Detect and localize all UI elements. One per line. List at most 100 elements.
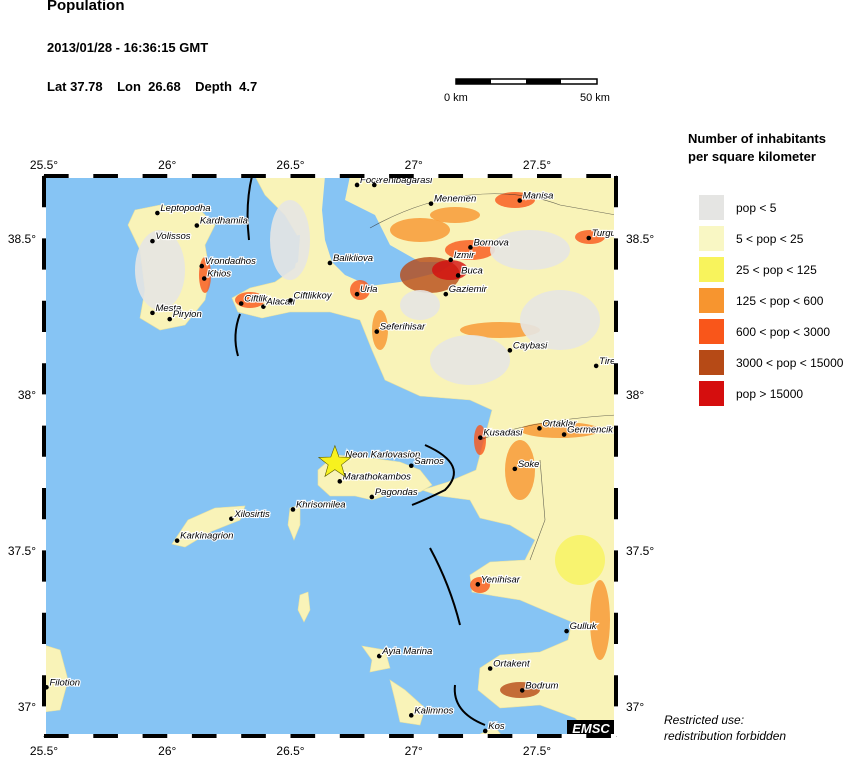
borders <box>369 193 616 561</box>
samos-island <box>317 454 433 501</box>
city-label: Ciftlikkoy <box>294 290 333 301</box>
lon-tick-top: 27.5° <box>523 158 551 172</box>
city-label: Kusadasi <box>483 428 523 439</box>
city-dot <box>238 301 244 306</box>
lon-tick-top: 26° <box>158 158 176 172</box>
legend-swatch <box>699 288 724 313</box>
city-label: Kardhamila <box>200 216 248 227</box>
city-dot <box>167 316 173 322</box>
city-label: Leptopodha <box>160 203 210 214</box>
density-patch <box>430 207 480 223</box>
legend-swatch <box>699 319 724 344</box>
city-dot <box>337 479 343 484</box>
density-patch <box>460 322 540 338</box>
lon-tick-bottom: 25.5° <box>30 744 58 758</box>
legend-label: pop < 5 <box>736 200 777 215</box>
legend-label: 600 < pop < 3000 <box>736 324 831 339</box>
lat-tick-left: 37° <box>18 700 36 714</box>
city-dot <box>174 538 180 543</box>
city-label: Yenihisar <box>481 574 521 585</box>
city-label: Menemen <box>434 194 476 205</box>
lon-tick-bottom: 27° <box>405 744 423 758</box>
city-dot <box>561 432 567 437</box>
city-dot <box>455 273 461 278</box>
city-dot <box>448 257 454 263</box>
lon-tick-top: 25.5° <box>30 158 58 172</box>
lat-tick-right: 38° <box>626 388 644 402</box>
population-density-patches <box>135 192 610 698</box>
legend-item: 600 < pop < 3000 <box>699 319 830 344</box>
city-dot <box>155 210 160 216</box>
scale-bar <box>455 78 598 85</box>
epicenter-star-icon[interactable] <box>317 444 352 478</box>
city-label: Germencik <box>567 425 614 436</box>
city-label: Xilosirtis <box>233 509 270 520</box>
density-patch <box>555 535 605 585</box>
density-patch <box>505 440 535 500</box>
city-dot <box>150 310 155 316</box>
gulf-of-izmir <box>322 176 455 286</box>
turkey-mainland <box>231 176 616 736</box>
kalymnos-island <box>389 679 426 726</box>
density-patch <box>445 240 495 260</box>
city-label: Ayia Marina <box>381 646 432 657</box>
city-label: Gaziemir <box>449 284 488 295</box>
lat-tick-right: 38.5° <box>626 232 654 246</box>
cities: Leptopodha Kardhamila Volissos Vrondadhos Kh… <box>44 175 616 734</box>
city-dot <box>517 198 523 203</box>
density-patch <box>390 218 450 242</box>
city-label: Pagondas <box>375 487 418 498</box>
city-label: Piryion <box>173 309 202 320</box>
city-label: Kos <box>488 721 505 732</box>
city-label: Ortakent <box>493 659 530 670</box>
city-label: Ciftlik <box>244 294 268 305</box>
emsc-credit-box <box>567 720 616 736</box>
city-dot <box>354 291 360 297</box>
city-dot <box>408 713 414 718</box>
legend-title-line2: per square kilometer <box>688 149 816 164</box>
scale-start-label: 0 km <box>444 92 468 104</box>
city-label: Vrondadhos <box>205 256 256 267</box>
city-label: Samos <box>414 456 444 467</box>
city-label: Manisa <box>523 191 554 202</box>
city-dot <box>229 516 234 522</box>
city-dot <box>593 363 599 369</box>
legend-item: 25 < pop < 125 <box>699 257 817 282</box>
legend-label: 5 < pop < 25 <box>736 231 804 246</box>
city-label: Foca <box>360 175 381 186</box>
city-label: Gulluk <box>570 621 598 632</box>
density-patch <box>372 310 388 350</box>
city-dot <box>586 235 592 241</box>
city-dot <box>482 728 488 734</box>
legend-swatch <box>699 381 724 406</box>
city-label: Tire <box>599 356 615 367</box>
city-label: Mesta <box>155 303 181 314</box>
city-label: Filotion <box>49 677 80 688</box>
ikaria-island <box>171 505 246 548</box>
city-label: Balikliova <box>333 253 373 264</box>
city-dot <box>369 494 375 500</box>
city-dot <box>372 182 377 188</box>
density-patch <box>520 422 600 438</box>
city-dot <box>507 348 513 353</box>
density-patch <box>590 580 610 660</box>
scale-end-label: 50 km <box>580 92 610 104</box>
city-dot <box>376 653 382 659</box>
restricted-line1: Restricted use: <box>664 713 745 727</box>
legend-item: pop < 5 <box>699 195 776 220</box>
city-dot <box>261 304 266 309</box>
city-dot <box>288 298 293 303</box>
city-label: Urla <box>360 284 377 295</box>
legend-item: 125 < pop < 600 <box>699 288 823 313</box>
city-label: Bodrum <box>525 680 558 691</box>
city-label: Marathokambos <box>343 471 411 482</box>
city-dot <box>327 260 333 266</box>
legend-label: pop > 15000 <box>736 386 804 401</box>
density-patch <box>135 230 185 310</box>
city-label: Kalimnos <box>414 705 453 716</box>
city-label: Yenibagarasi <box>377 175 433 186</box>
legend-item: 5 < pop < 25 <box>699 226 803 251</box>
city-dot <box>354 182 360 188</box>
